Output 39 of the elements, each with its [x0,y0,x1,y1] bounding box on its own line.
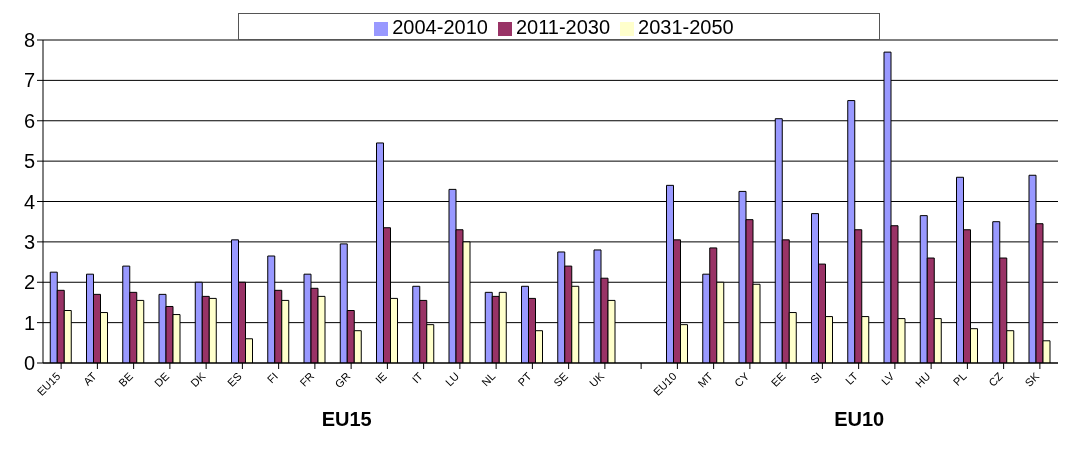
text: EU10 [833,408,886,431]
x-tick-label: EE [768,369,788,389]
legend-label: 2004-2010 [392,16,488,38]
x-tick-label: NL [479,369,498,389]
x-tick-label: PT [515,369,534,389]
y-tick-label: 2 [23,271,35,294]
x-tick-label: DK [188,369,209,390]
x-tick-label: BE [116,369,136,389]
x-tick-label: GR [332,369,353,391]
x-tick-label: SK [1022,369,1042,389]
x-tick-label: FI [264,369,281,386]
x-tick-label: LV [878,369,897,388]
y-tick-label: 8 [23,29,35,52]
x-tick-label: SE [551,369,571,389]
y-tick-label: 4 [23,190,35,213]
x-tick-label: ES [224,369,244,389]
y-tick-label: 6 [23,109,35,132]
y-tick-label: 7 [23,69,35,92]
text: EU15 [320,408,373,431]
x-tick-label: PL [950,369,969,388]
x-tick-label: FR [297,369,317,389]
x-tick-label: UK [587,369,607,390]
x-tick-label: IE [372,369,389,386]
x-tick-label: HU [912,369,933,390]
y-tick-label: 0 [23,352,35,375]
x-tick-label: LT [843,369,861,387]
legend-label: 2011-2030 [515,16,611,38]
x-tick-label: CY [732,369,752,390]
x-tick-label: DE [152,369,172,390]
y-tick-label: 5 [23,150,35,173]
y-tick-label: 1 [23,311,35,334]
x-tick-label: AT [80,369,99,388]
x-tick-label: MT [695,369,716,390]
x-tick-label: CZ [986,369,1006,389]
x-tick-label: IT [409,369,426,386]
x-tick-label: LU [442,369,462,389]
x-tick-label: SI [807,369,824,386]
legend-label: 2031-2050 [638,16,734,38]
y-tick-label: 3 [23,230,35,253]
